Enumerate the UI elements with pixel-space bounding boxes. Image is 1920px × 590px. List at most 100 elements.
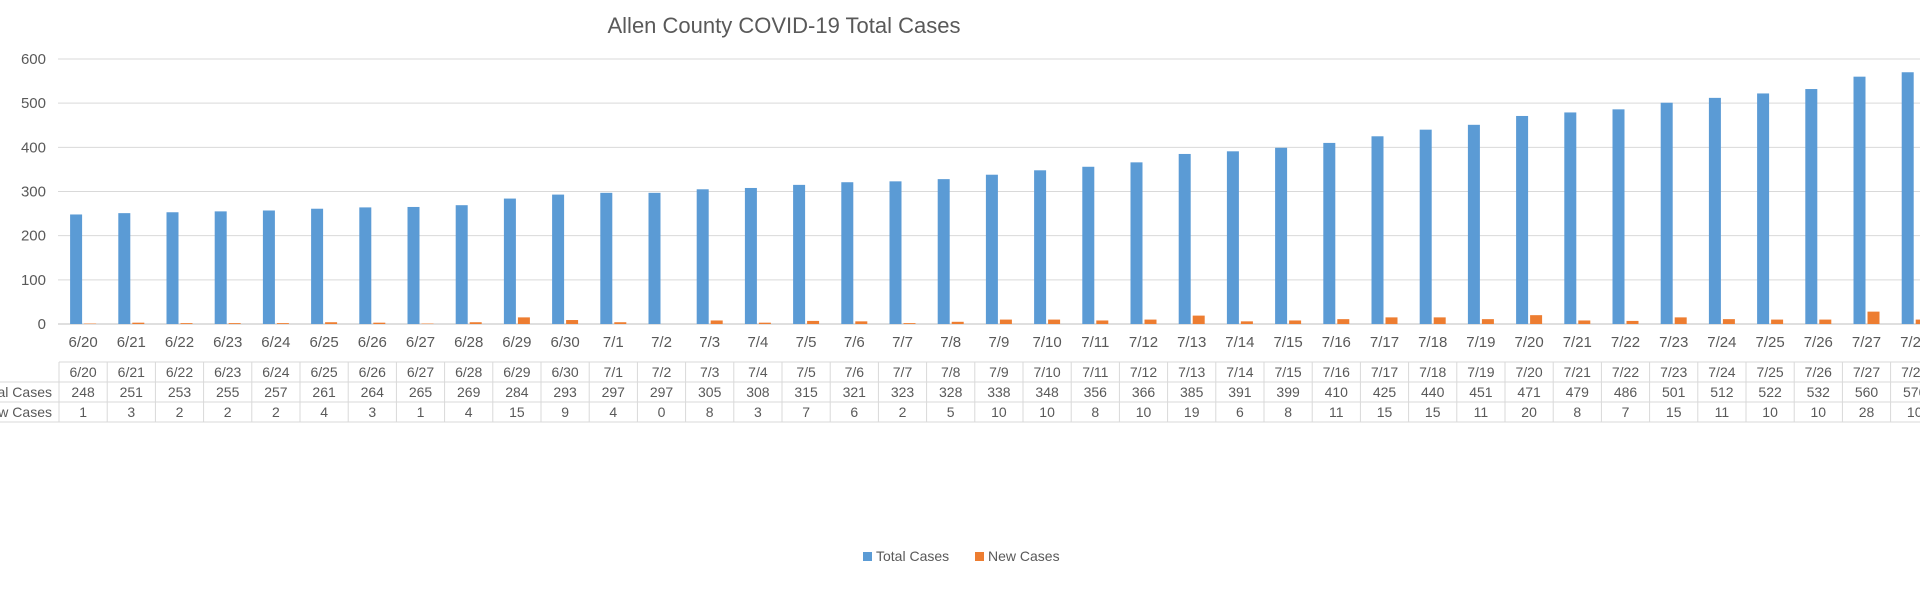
x-tick-label: 7/19 [1466, 334, 1495, 351]
table-total-cases-cell: 284 [505, 384, 529, 400]
bar-new-cases [229, 323, 241, 324]
bar-new-cases [952, 322, 964, 324]
bar-new-cases [1434, 317, 1446, 324]
table-new-cases-cell: 15 [509, 404, 525, 420]
y-tick-label: 500 [21, 95, 46, 112]
table-header-cell: 7/5 [796, 364, 816, 380]
table-header-cell: 7/25 [1756, 364, 1783, 380]
bar-total-cases [1709, 98, 1721, 324]
bar-total-cases [1082, 167, 1094, 324]
table-header-cell: 7/20 [1515, 364, 1542, 380]
x-tick-label: 6/21 [117, 334, 146, 351]
y-tick-label: 400 [21, 139, 46, 156]
table-total-cases-cell: 425 [1373, 384, 1397, 400]
table-new-cases-cell: 10 [1907, 404, 1920, 420]
table-header-cell: 6/21 [118, 364, 145, 380]
bar-total-cases [1227, 151, 1239, 324]
table-new-cases-cell: 8 [1091, 404, 1099, 420]
table-header-cell: 7/8 [941, 364, 961, 380]
table-new-cases-cell: 15 [1666, 404, 1682, 420]
bar-total-cases [890, 181, 902, 324]
x-tick-label: 6/23 [213, 334, 242, 351]
bar-new-cases [1145, 320, 1157, 324]
table-total-cases-cell: 501 [1662, 384, 1686, 400]
table-new-cases-cell: 1 [417, 404, 425, 420]
table-total-cases-cell: 479 [1566, 384, 1590, 400]
x-tick-label: 7/17 [1370, 334, 1399, 351]
bar-total-cases [986, 175, 998, 324]
bar-new-cases [1819, 320, 1831, 324]
bar-total-cases [1034, 170, 1046, 324]
x-tick-label: 7/24 [1707, 334, 1736, 351]
bar-total-cases [1661, 103, 1673, 324]
y-tick-label: 100 [21, 272, 46, 289]
y-tick-label: 200 [21, 228, 46, 245]
table-total-cases-cell: 265 [409, 384, 433, 400]
table-total-cases-cell: 366 [1132, 384, 1156, 400]
table-header-cell: 7/3 [700, 364, 720, 380]
bar-new-cases [1530, 315, 1542, 324]
table-header-cell: 7/4 [748, 364, 768, 380]
bar-new-cases [325, 322, 337, 324]
table-new-cases-cell: 10 [1762, 404, 1778, 420]
table-total-cases-cell: 512 [1710, 384, 1734, 400]
table-new-cases-cell: 7 [1622, 404, 1630, 420]
table-total-cases-cell: 391 [1228, 384, 1252, 400]
table-total-cases-cell: 451 [1469, 384, 1493, 400]
bar-total-cases [793, 185, 805, 324]
table-new-cases-cell: 11 [1329, 404, 1344, 420]
table-total-cases-cell: 522 [1758, 384, 1782, 400]
bar-new-cases [181, 323, 193, 324]
table-total-cases-cell: 356 [1084, 384, 1108, 400]
table-total-cases-cell: 323 [891, 384, 915, 400]
bar-new-cases [1627, 321, 1639, 324]
table-header-cell: 7/15 [1274, 364, 1301, 380]
bar-total-cases [1131, 162, 1143, 324]
x-tick-label: 7/25 [1755, 334, 1784, 351]
table-header-cell: 7/9 [989, 364, 1009, 380]
bar-total-cases [1372, 136, 1384, 324]
table-new-cases-cell: 2 [176, 404, 184, 420]
y-tick-label: 600 [21, 51, 46, 68]
bar-total-cases [167, 212, 179, 324]
bar-total-cases [504, 199, 516, 324]
bar-total-cases [1564, 112, 1576, 324]
x-tick-label: 6/28 [454, 334, 483, 351]
bar-total-cases [697, 189, 709, 324]
table-header-cell: 6/29 [503, 364, 530, 380]
bar-new-cases [566, 320, 578, 324]
table-total-cases-cell: 471 [1517, 384, 1541, 400]
x-tick-label: 7/9 [988, 334, 1009, 351]
table-new-cases-cell: 8 [1284, 404, 1292, 420]
x-tick-label: 6/22 [165, 334, 194, 351]
table-new-cases-cell: 28 [1859, 404, 1875, 420]
x-tick-label: 6/24 [261, 334, 290, 351]
table-new-cases-cell: 9 [561, 404, 569, 420]
bar-total-cases [841, 182, 853, 324]
bar-new-cases [1241, 321, 1253, 324]
bar-new-cases [373, 323, 385, 324]
bar-total-cases [70, 214, 82, 324]
table-total-cases-cell: 560 [1855, 384, 1879, 400]
table-header-cell: 7/17 [1371, 364, 1398, 380]
table-new-cases-cell: 0 [658, 404, 666, 420]
table-new-cases-cell: 11 [1474, 404, 1489, 420]
bar-new-cases [1096, 320, 1108, 324]
table-total-cases-cell: 338 [987, 384, 1011, 400]
bar-new-cases [470, 322, 482, 324]
bar-new-cases [1048, 320, 1060, 324]
bar-total-cases [263, 210, 275, 324]
x-tick-label: 7/13 [1177, 334, 1206, 351]
table-total-cases-cell: 385 [1180, 384, 1204, 400]
table-new-cases-cell: 11 [1715, 404, 1730, 420]
table-total-cases-cell: 305 [698, 384, 722, 400]
table-new-cases-cell: 4 [609, 404, 617, 420]
bar-total-cases [118, 213, 130, 324]
bar-total-cases [1805, 89, 1817, 324]
table-header-cell: 7/12 [1130, 364, 1157, 380]
table-new-cases-cell: 4 [465, 404, 473, 420]
x-tick-label: 7/7 [892, 334, 913, 351]
x-tick-label: 6/26 [358, 334, 387, 351]
